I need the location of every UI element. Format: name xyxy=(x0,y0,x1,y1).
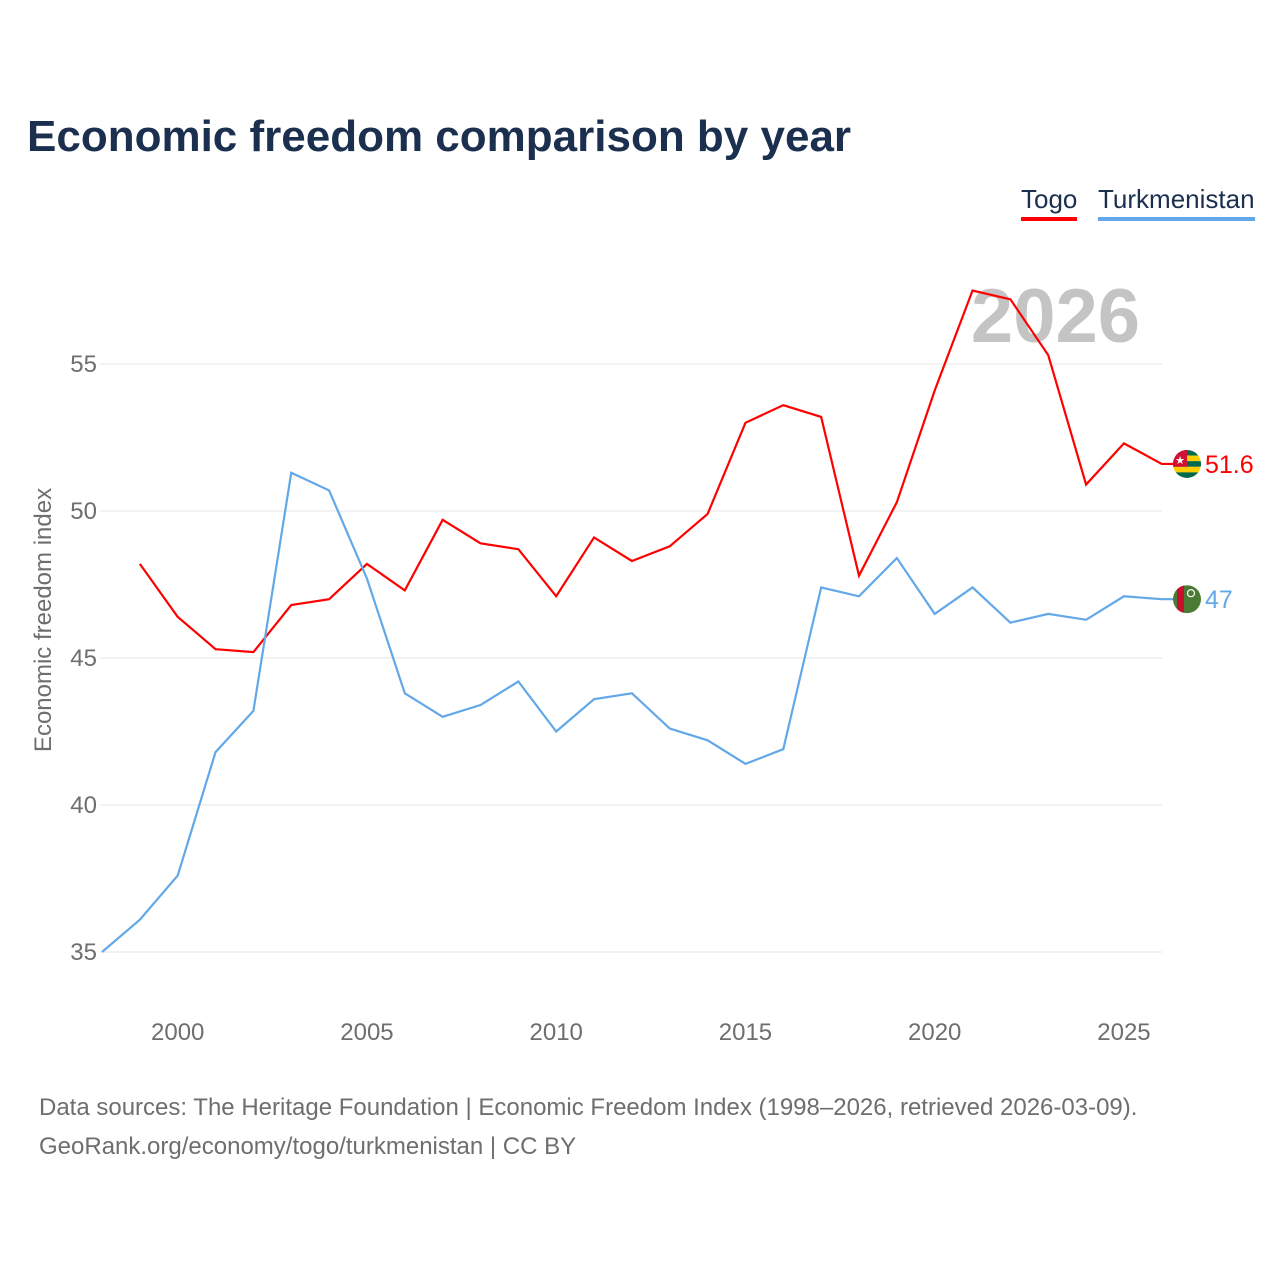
source-note: Data sources: The Heritage Foundation | … xyxy=(39,1088,1137,1166)
legend-item-togo[interactable]: Togo xyxy=(1021,184,1078,221)
y-axis-label: Economic freedom index xyxy=(30,488,57,752)
turkmenistan-flag-icon xyxy=(1173,585,1201,614)
x-tick-label: 2025 xyxy=(1097,1019,1150,1046)
y-tick-label: 35 xyxy=(70,939,97,966)
source-line: Data sources: The Heritage Foundation | … xyxy=(39,1094,1138,1121)
y-tick-label: 45 xyxy=(70,645,97,672)
chart-title: Economic freedom comparison by year xyxy=(27,112,852,161)
series-line-turkmenistan xyxy=(101,471,1176,953)
svg-text:★: ★ xyxy=(1175,455,1185,467)
y-tick-label: 50 xyxy=(70,498,97,525)
togo-flag-icon: ★ xyxy=(1173,449,1201,478)
legend-item-turkmenistan[interactable]: Turkmenistan xyxy=(1098,184,1255,221)
year-watermark: 2026 xyxy=(971,274,1140,359)
x-tick-label: 2015 xyxy=(719,1019,772,1046)
x-tick-label: 2010 xyxy=(530,1019,583,1046)
y-tick-label: 40 xyxy=(70,792,97,819)
x-tick-label: 2020 xyxy=(908,1019,961,1046)
series-line-togo xyxy=(138,289,1176,654)
x-tick-label: 2005 xyxy=(340,1019,393,1046)
x-tick-label: 2000 xyxy=(151,1019,204,1046)
end-label-togo: 51.6 xyxy=(1205,451,1254,479)
y-tick-label: 55 xyxy=(70,351,97,378)
end-label-turkmenistan: 47 xyxy=(1205,586,1233,614)
source-link[interactable]: GeoRank.org/economy/togo/turkmenistan | … xyxy=(39,1133,577,1160)
